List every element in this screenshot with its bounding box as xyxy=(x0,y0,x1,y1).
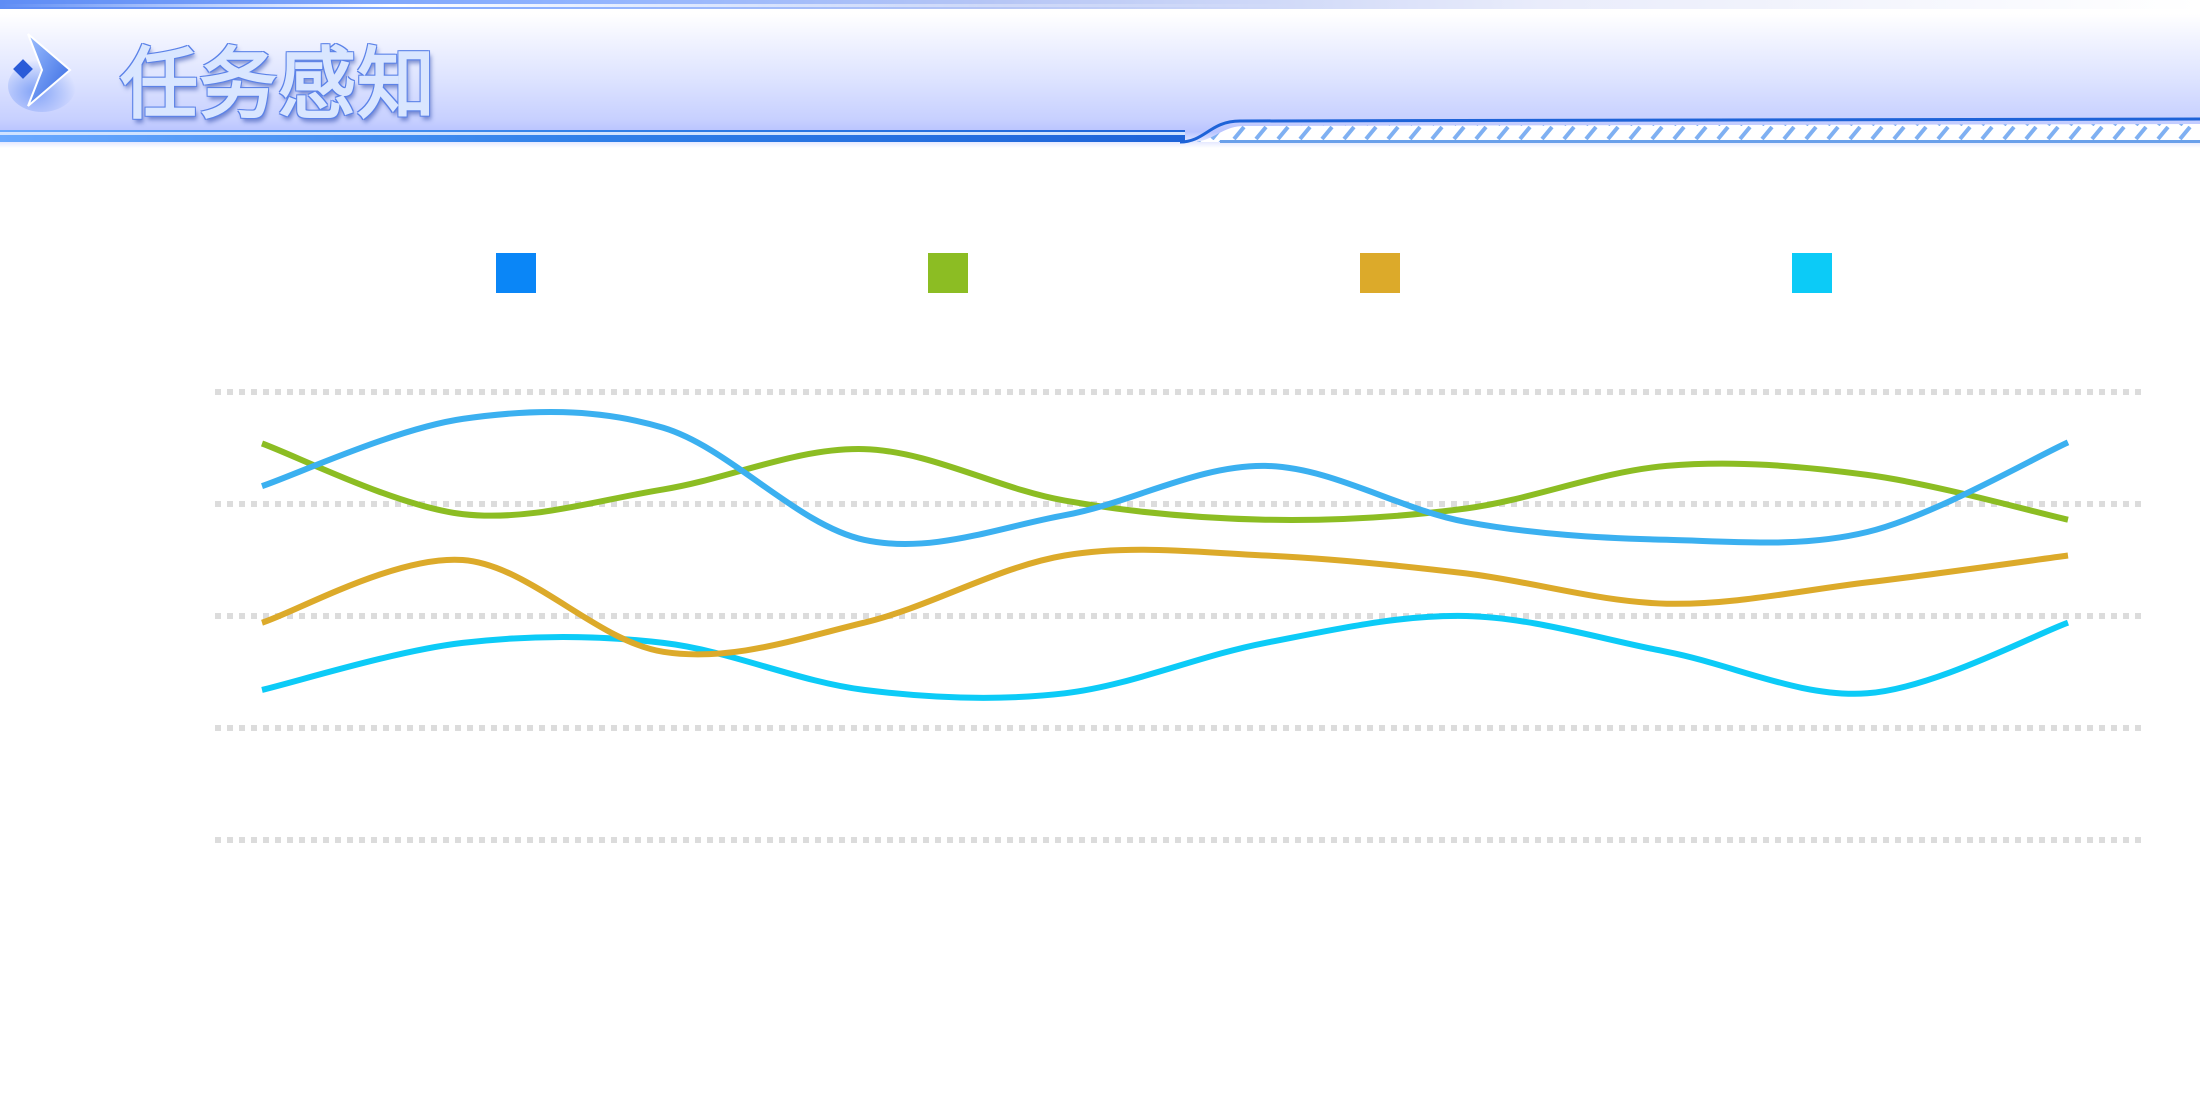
series-line-2 xyxy=(260,440,2069,523)
series-line-3 xyxy=(261,546,2069,658)
legend-swatch-2 xyxy=(928,253,968,293)
legend-swatch-4 xyxy=(1792,253,1832,293)
header-background xyxy=(0,0,2200,148)
page-title: 任务感知 xyxy=(120,40,437,130)
chevron-right-icon xyxy=(8,33,76,112)
legend-swatch-1 xyxy=(496,253,536,293)
legend-swatch-3 xyxy=(1360,253,1400,293)
series-line-4 xyxy=(261,612,2070,701)
header-underline-band xyxy=(0,117,2200,144)
series-line-1 xyxy=(261,409,2070,548)
header-banner: 任务感知 xyxy=(0,0,2200,148)
header-glow-line xyxy=(0,4,1300,7)
